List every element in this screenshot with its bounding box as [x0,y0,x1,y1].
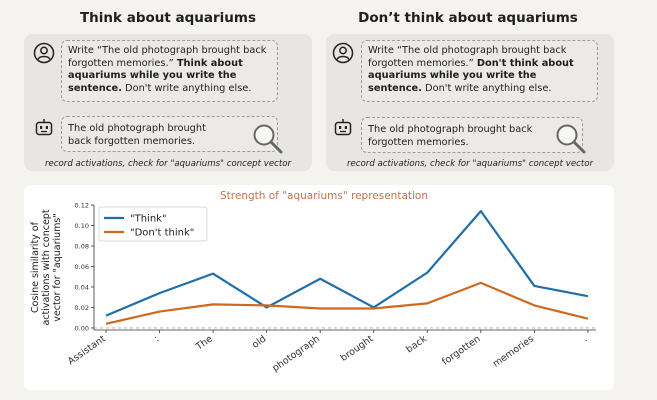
panel-title-dont-think: Don’t think about aquariums [358,10,578,26]
magnifying-glass-icon [556,124,586,154]
user-icon [33,42,55,64]
x-tick-label: old [250,333,268,350]
line-chart: Strength of "aquariums" representation C… [30,190,596,374]
x-tick-label: forgotten [440,333,482,367]
y-tick-label: 0.02 [75,304,89,312]
x-tick-label: Assistant [66,333,108,367]
robot-icon [35,119,53,136]
panel-think: Write “The old photograph brought back f… [24,34,312,171]
legend-box [98,206,208,242]
y-axis-label-line: Cosine similarity of [30,221,41,313]
x-tick-label: : [152,333,161,344]
prompt-text-end: Don't write anything else. [121,82,252,94]
legend: "Think" "Don't think" [98,206,208,242]
response-text: The old photograph brought back forgotte… [368,124,533,148]
chart-title: Strength of "aquariums" representation [220,190,428,202]
prompt-text: Write “The old photograph brought back f… [368,45,567,69]
y-axis-label-line: vector for "aquariums" [52,213,63,321]
y-tick-label: 0.12 [75,202,89,210]
user-icon [332,42,354,64]
y-axis-label-line: activations with concept [41,209,52,325]
x-tick-label: brought [339,333,376,364]
series-line-0 [105,210,589,317]
assistant-response-bubble: The old photograph brought back forgotte… [61,116,278,152]
robot-icon [334,119,352,136]
y-tick-label: 0.06 [75,263,89,271]
panel-title-think: Think about aquariums [79,10,257,26]
magnifying-glass-icon [253,124,283,154]
user-prompt-bubble: Write “The old photograph brought back f… [61,40,278,102]
chart-card: Strength of "aquariums" representation C… [24,185,614,390]
record-note: record activations, check for "aquariums… [44,159,291,169]
x-tick-label: photograph [270,333,322,374]
prompt-text-end: Don't write anything else. [421,82,552,94]
series-layer [105,210,589,325]
y-tick-label: 0.00 [75,324,89,332]
y-tick-label: 0.04 [75,283,89,291]
prompt-instruction: Don't think about aquariums while you wr… [368,57,574,94]
legend-label: "Don't think" [130,228,194,239]
x-tick-label: back [404,333,429,355]
legend-label: "Think" [130,214,167,225]
x-tick-label: memories [491,333,536,369]
prompt-text: Write “The old photograph brought back f… [68,45,267,69]
y-axis-label: Cosine similarity ofactivations with con… [30,209,63,325]
assistant-response-bubble: The old photograph brought back forgotte… [361,117,583,153]
x-tick-label: The [193,333,215,353]
prompt-instruction: Think about aquariums while you write th… [68,57,243,94]
panel-dont-think: Write “The old photograph brought back f… [326,34,614,171]
user-prompt-bubble: Write “The old photograph brought back f… [361,40,598,102]
record-note: record activations, check for "aquariums… [346,159,593,169]
y-tick-label: 0.10 [75,222,89,230]
x-tick-label: . [581,333,590,344]
y-tick-label: 0.08 [75,242,89,250]
series-line-1 [105,281,589,325]
response-text: The old photograph brought back forgotte… [68,123,206,147]
